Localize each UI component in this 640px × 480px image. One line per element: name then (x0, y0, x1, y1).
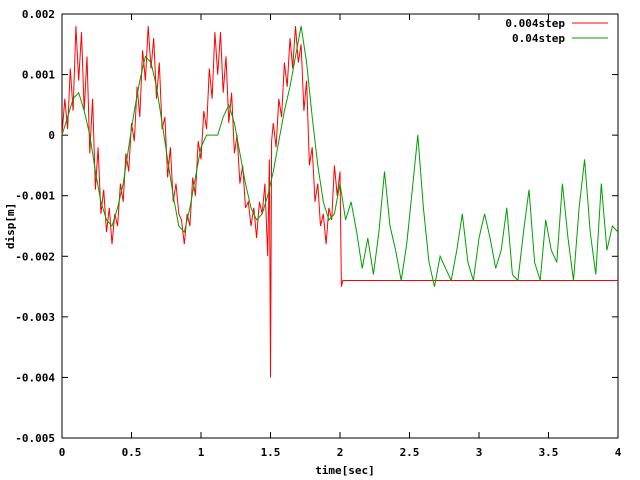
x-tick-label: 3.5 (539, 446, 559, 459)
x-tick-label: 1 (198, 446, 205, 459)
legend-label-series-2: 0.04step (512, 32, 565, 45)
x-tick-label: 2 (337, 446, 344, 459)
y-tick-label: -0.003 (15, 311, 55, 324)
x-tick-label: 0.5 (122, 446, 142, 459)
y-tick-label: 0 (48, 129, 55, 142)
y-tick-label: -0.004 (15, 371, 55, 384)
series-line-1 (61, 26, 618, 378)
y-tick-label: 0.001 (22, 69, 55, 82)
series-layer (61, 26, 619, 378)
axis-ticks: 0 0.5 1 1.5 2 2.5 3 3.5 4 0.002 0.001 0 -0.001 -0.002… (15, 8, 621, 459)
y-tick-label: -0.005 (15, 432, 55, 445)
y-tick-label: -0.001 (15, 190, 55, 203)
x-tick-label: 4 (615, 446, 622, 459)
series-line-2 (61, 26, 619, 287)
y-tick-label: -0.002 (15, 250, 55, 263)
legend-label-series-1: 0.004step (505, 17, 565, 30)
legend: 0.004step 0.04step (505, 17, 608, 45)
x-tick-label: 1.5 (261, 446, 281, 459)
x-axis-title: time[sec] (315, 464, 375, 477)
x-tick-label: 0 (59, 446, 66, 459)
x-tick-label: 2.5 (400, 446, 420, 459)
y-axis-title: disp[m] (4, 203, 17, 249)
x-tick-label: 3 (476, 446, 483, 459)
y-tick-label: 0.002 (22, 8, 55, 21)
